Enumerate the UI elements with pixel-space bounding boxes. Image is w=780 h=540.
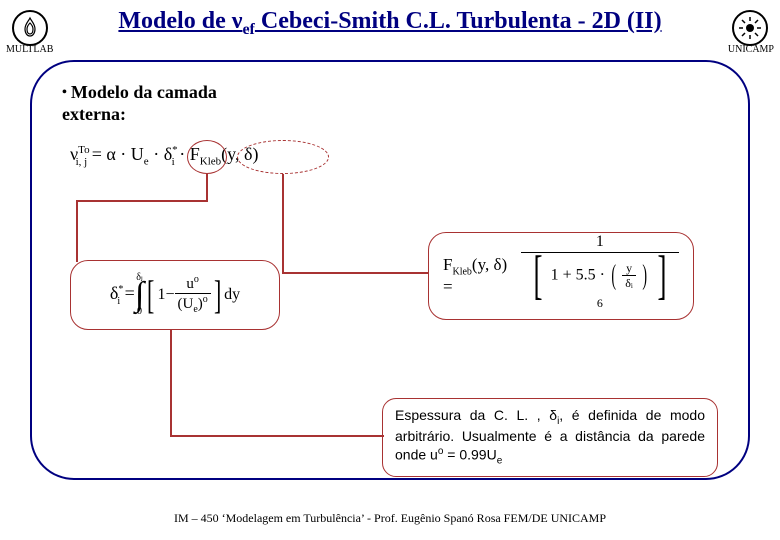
- lbracket-icon: [: [147, 281, 154, 309]
- title-prefix: Modelo de ν: [118, 8, 242, 34]
- logo-right: [732, 10, 768, 46]
- frac-num: uo: [175, 275, 211, 294]
- fk-frac: 1 [ 1 + 5.5 · ( y δᵢ ) ] 6: [521, 234, 679, 318]
- delta-sub: i: [172, 156, 175, 168]
- lparen-icon: (: [611, 262, 616, 290]
- frac-den: (Ue)o: [175, 294, 211, 315]
- sun-icon: [738, 16, 762, 40]
- delta-formula-box: δ*i = δⱼ ∫ 0 [ 1 − uo (Ue)o ] dy: [70, 260, 280, 330]
- int-limits: δⱼ ∫ 0: [135, 273, 144, 317]
- fkleb-formula-box: FKleb(y, δ) = 1 [ 1 + 5.5 · ( y δᵢ ) ] 6: [428, 232, 694, 320]
- label-multlab: MULTLAB: [6, 44, 53, 55]
- connector-line: [170, 327, 172, 437]
- y: y: [622, 262, 636, 276]
- subtitle-line1: Modelo da camada: [71, 82, 217, 102]
- eq-alpha-ue: = α · U: [92, 144, 144, 164]
- content-card: •Modelo da camada externa: νToi, j = α ·…: [30, 60, 750, 480]
- connector-line: [170, 435, 384, 437]
- fk-den: [ 1 + 5.5 · ( y δᵢ ) ] 6: [521, 253, 679, 318]
- rbracket-icon: ]: [214, 281, 221, 309]
- label-unicamp: UNICAMP: [728, 44, 774, 55]
- ud-sup: o: [203, 294, 208, 305]
- dot1: ·: [153, 144, 164, 164]
- bullet-icon: •: [62, 85, 67, 100]
- flame-icon: [18, 16, 42, 40]
- u-sup: o: [194, 274, 199, 285]
- u: u: [186, 276, 194, 292]
- title-suffix: Cebeci-Smith C.L. Turbulenta - 2D (II): [255, 8, 662, 34]
- lbracket-icon: [: [533, 254, 542, 297]
- minus: −: [165, 286, 174, 304]
- page-title: Modelo de νef Cebeci-Smith C.L. Turbulen…: [62, 8, 718, 39]
- d-eq: =: [125, 283, 135, 303]
- logo-left: [12, 10, 48, 46]
- footer-text: IM – 450 ‘Modelagem em Turbulência’ - Pr…: [0, 511, 780, 526]
- note-d: δ: [549, 407, 557, 423]
- delta-sup: *: [172, 144, 178, 156]
- rbracket-icon: ]: [658, 254, 667, 297]
- connector-line: [282, 174, 284, 274]
- nu-sub: i, j: [76, 156, 88, 168]
- highlight-oval-delta: [187, 140, 227, 174]
- dy: dy: [224, 286, 240, 304]
- ue-sub: e: [144, 156, 149, 168]
- connector-line: [76, 200, 78, 262]
- main-formula: νToi, j = α · Ue · δ*i · FKleb(y, δ): [70, 144, 258, 168]
- note-a: Espessura da C. L. ,: [395, 407, 549, 423]
- frac-u: uo (Ue)o: [175, 275, 211, 315]
- inner-frac: y δᵢ: [622, 262, 636, 289]
- rparen-icon: ): [642, 262, 647, 290]
- one: 1: [157, 286, 165, 304]
- note-uesub: e: [497, 455, 503, 466]
- delta-lhs: δ*i =: [110, 283, 135, 307]
- connector-line: [76, 200, 208, 202]
- subtitle-line2: externa:: [62, 104, 126, 124]
- title-sub: ef: [242, 21, 254, 38]
- di: δᵢ: [622, 276, 636, 289]
- ud: (U: [178, 296, 194, 312]
- integral-icon: ∫: [135, 283, 144, 307]
- subtitle: • Modelo da camada externa:: [62, 82, 718, 125]
- den-prefix: 1 + 5.5 ·: [551, 267, 609, 284]
- pow6: 6: [597, 296, 603, 310]
- nu-sup: To: [78, 144, 89, 156]
- d-sup: *: [118, 284, 123, 295]
- fk-lhs: FKleb(y, δ) =: [443, 255, 521, 297]
- note-box: Espessura da C. L. , δi, é definida de m…: [382, 398, 718, 477]
- d-sub: i: [117, 296, 120, 307]
- note-c: = 0.99U: [443, 446, 496, 462]
- connector-line: [282, 272, 430, 274]
- highlight-oval-fkleb: [237, 140, 329, 174]
- connector-line: [206, 174, 208, 202]
- delta: δ: [164, 144, 172, 164]
- f-sub: Kleb: [452, 266, 471, 277]
- fk-num: 1: [521, 234, 679, 253]
